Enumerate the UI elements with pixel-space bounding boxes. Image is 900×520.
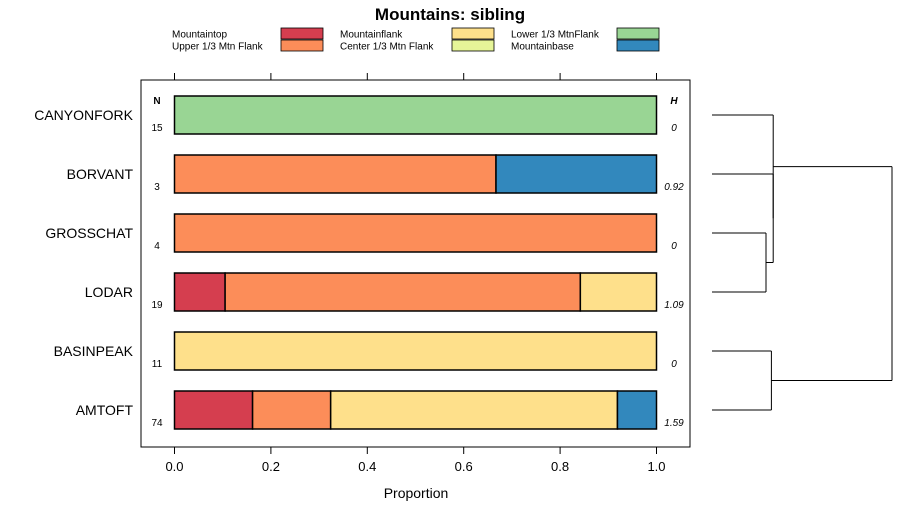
h-value-lodar: 1.09 xyxy=(664,300,684,311)
x-tick-label: 0.2 xyxy=(262,459,280,474)
bar-segment-amtoft-mountainbase xyxy=(616,390,658,430)
bar-segment-lodar-mountainflank xyxy=(579,272,658,312)
plot-frame xyxy=(140,79,691,448)
x-axis-label: Proportion xyxy=(384,485,449,501)
h-value-grosschat: 0 xyxy=(671,241,677,252)
row-label-borvant: BORVANT xyxy=(67,166,134,182)
chart-title: Mountains: sibling xyxy=(375,5,525,24)
bar-segment-grosschat-upper-1-3-mtn-flank xyxy=(173,213,658,253)
bar-segment-basinpeak-mountainflank xyxy=(173,331,658,371)
bar-segment-lodar-mountaintop xyxy=(173,272,226,312)
n-value-basinpeak: 11 xyxy=(152,359,163,370)
x-tick-label: 0.6 xyxy=(455,459,473,474)
legend-swatch-mountainbase xyxy=(616,39,660,52)
legend-label-center-1-3-mtn-flank: Center 1/3 Mtn Flank xyxy=(340,42,434,53)
row-label-canyonfork: CANYONFORK xyxy=(34,107,133,123)
x-tick-label: 1.0 xyxy=(647,459,665,474)
n-value-grosschat: 4 xyxy=(154,241,160,252)
legend-swatch-mountaintop xyxy=(280,27,324,40)
bar-segment-borvant-upper-1-3-mtn-flank xyxy=(173,154,497,194)
h-value-basinpeak: 0 xyxy=(671,359,677,370)
bars: CANYONFORK 15 0 BORVANT 3 0.92 GROSSCHAT 4 0 LODA… xyxy=(34,95,684,430)
axes: 0.0 0.2 0.4 0.6 0.8 1.0 xyxy=(165,73,666,474)
bar-segment-lodar-upper-1-3-mtn-flank xyxy=(224,272,582,312)
bar-segment-canyonfork-lower-1-3-mtnflank xyxy=(173,95,658,135)
row-label-basinpeak: BASINPEAK xyxy=(54,343,134,359)
n-header: N xyxy=(153,96,160,107)
legend-swatch-mountainflank xyxy=(451,27,495,40)
h-header: H xyxy=(670,96,678,107)
n-value-amtoft: 74 xyxy=(151,418,163,429)
legend-label-mountaintop: Mountaintop xyxy=(172,30,227,41)
n-value-lodar: 19 xyxy=(151,300,163,311)
bar-segment-amtoft-upper-1-3-mtn-flank xyxy=(251,390,332,430)
x-tick-label: 0.4 xyxy=(358,459,376,474)
legend-swatch-upper-1-3-mtn-flank xyxy=(280,39,324,52)
legend-label-mountainflank: Mountainflank xyxy=(340,30,403,41)
bar-segment-borvant-mountainbase xyxy=(495,154,658,194)
bar-segment-amtoft-mountaintop xyxy=(173,390,254,430)
h-value-amtoft: 1.59 xyxy=(664,418,684,429)
x-tick-label: 0.8 xyxy=(551,459,569,474)
row-label-grosschat: GROSSCHAT xyxy=(45,225,133,241)
legend-label-upper-1-3-mtn-flank: Upper 1/3 Mtn Flank xyxy=(172,42,264,53)
bar-segment-amtoft-mountainflank xyxy=(329,390,619,430)
legend-label-mountainbase: Mountainbase xyxy=(511,42,574,53)
legend-swatch-lower-1-3-mtnflank xyxy=(616,27,660,40)
h-value-borvant: 0.92 xyxy=(664,182,684,193)
h-value-canyonfork: 0 xyxy=(671,123,677,134)
legend-swatch-center-1-3-mtn-flank xyxy=(451,39,495,52)
legend-label-lower-1-3-mtnflank: Lower 1/3 MtnFlank xyxy=(511,30,600,41)
x-tick-label: 0.0 xyxy=(165,459,183,474)
dendrogram xyxy=(712,114,893,411)
row-label-amtoft: AMTOFT xyxy=(76,402,134,418)
row-label-lodar: LODAR xyxy=(85,284,133,300)
n-value-canyonfork: 15 xyxy=(151,123,163,134)
n-value-borvant: 3 xyxy=(154,182,160,193)
